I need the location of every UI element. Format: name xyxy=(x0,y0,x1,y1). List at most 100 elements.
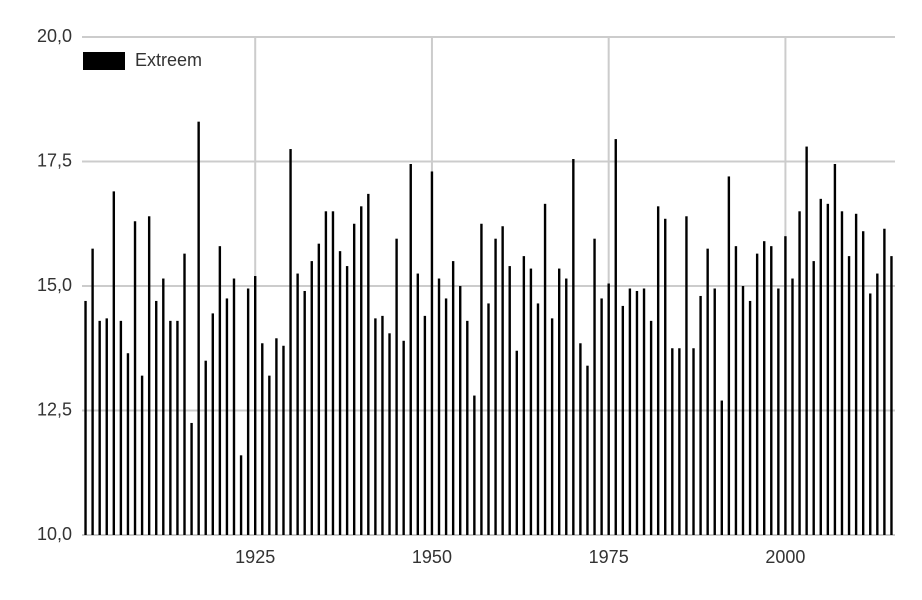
bar xyxy=(706,248,709,535)
bar xyxy=(840,211,844,536)
bar xyxy=(550,318,554,535)
bar xyxy=(515,350,518,535)
bar xyxy=(805,146,808,535)
bar xyxy=(791,278,794,535)
bar xyxy=(614,139,617,535)
legend-swatch xyxy=(83,52,125,70)
bar xyxy=(890,256,893,535)
bar xyxy=(480,223,483,535)
bar xyxy=(169,320,172,535)
bar xyxy=(692,348,695,535)
bar xyxy=(338,251,342,535)
bar xyxy=(876,273,879,535)
bar xyxy=(748,300,752,535)
bar xyxy=(861,231,865,535)
bar xyxy=(225,298,229,535)
bar xyxy=(565,278,568,535)
bar xyxy=(451,261,455,535)
y-tick-label: 15,0 xyxy=(37,275,72,295)
bar xyxy=(112,191,116,535)
bar xyxy=(854,213,858,536)
bar xyxy=(678,348,681,535)
bar xyxy=(826,203,830,535)
bar xyxy=(388,333,391,535)
bar xyxy=(812,261,815,535)
x-tick-label: 1925 xyxy=(235,547,275,567)
bar xyxy=(579,343,582,535)
legend-label: Extreem xyxy=(135,50,202,70)
bar xyxy=(508,266,511,535)
bar xyxy=(360,206,363,535)
bar xyxy=(254,276,257,535)
bar xyxy=(98,320,101,535)
bar xyxy=(367,193,370,535)
bar xyxy=(246,288,250,535)
bar xyxy=(494,238,497,535)
bar xyxy=(183,253,186,535)
bar xyxy=(522,256,526,535)
bar xyxy=(869,293,872,535)
bar xyxy=(91,248,94,535)
bar xyxy=(232,278,236,535)
bar xyxy=(699,295,702,535)
bar xyxy=(755,253,759,535)
bar xyxy=(289,149,292,536)
bar xyxy=(352,223,356,535)
bar xyxy=(133,221,137,535)
bar xyxy=(466,320,469,535)
bar xyxy=(275,338,278,535)
bar xyxy=(239,455,243,535)
bar xyxy=(282,345,285,535)
bar xyxy=(459,286,462,535)
bar xyxy=(593,238,596,535)
bar xyxy=(727,176,731,535)
bar xyxy=(324,211,328,536)
bar xyxy=(416,273,420,535)
bar xyxy=(572,159,575,535)
y-tick-label: 17,5 xyxy=(37,150,72,170)
bar xyxy=(713,288,716,535)
bar xyxy=(147,216,151,535)
bar xyxy=(656,206,660,535)
bar xyxy=(430,171,434,535)
bar xyxy=(671,348,674,535)
bar xyxy=(84,300,87,535)
bar xyxy=(501,226,504,536)
bar xyxy=(374,318,377,535)
bar xyxy=(204,360,207,535)
bar xyxy=(218,246,222,535)
bar xyxy=(268,375,271,535)
bar xyxy=(607,283,610,535)
y-tick-label: 10,0 xyxy=(37,524,72,544)
bar xyxy=(317,243,321,536)
bar xyxy=(642,288,646,535)
bar xyxy=(487,303,490,535)
bar xyxy=(444,298,448,535)
bar xyxy=(409,163,412,536)
bar xyxy=(119,320,123,535)
bar xyxy=(303,290,306,535)
bar xyxy=(402,340,405,535)
bar xyxy=(140,375,144,535)
bar xyxy=(536,303,540,535)
bar xyxy=(770,246,773,535)
bar xyxy=(395,238,398,535)
y-tick-label: 12,5 xyxy=(37,399,72,419)
bar xyxy=(155,300,158,535)
bar xyxy=(543,203,547,535)
bar xyxy=(310,261,313,535)
bar xyxy=(621,305,625,535)
bar xyxy=(784,236,787,535)
bar xyxy=(833,163,837,536)
bar xyxy=(664,218,667,535)
bar xyxy=(741,286,745,535)
bar xyxy=(685,216,688,535)
bar xyxy=(720,400,723,535)
x-tick-label: 1950 xyxy=(412,547,452,567)
bar xyxy=(763,241,766,535)
x-tick-label: 2000 xyxy=(765,547,805,567)
bar xyxy=(126,353,130,535)
bar xyxy=(331,211,335,536)
bar xyxy=(635,290,639,535)
bar xyxy=(345,266,349,535)
